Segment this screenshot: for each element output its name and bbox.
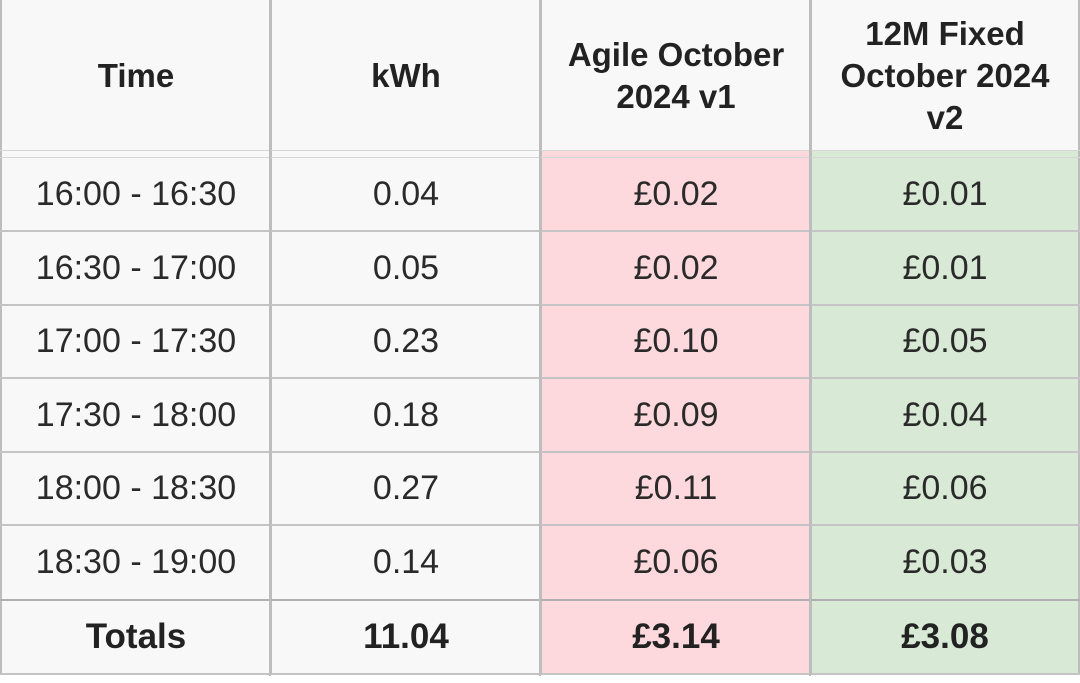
column-divider <box>539 0 541 676</box>
cell-time: 18:00 - 18:30 <box>35 469 237 507</box>
cell-time: 18:30 - 19:00 <box>35 543 237 581</box>
cell-time: 16:30 - 17:00 <box>35 248 237 287</box>
cell-fixed-cost: £0.06 <box>902 469 988 507</box>
cell-kwh: 0.14 <box>372 543 440 581</box>
cell-agile-cost: £0.10 <box>633 322 719 360</box>
totals-label: Totals <box>85 617 187 656</box>
cell-fixed-cost: £0.05 <box>902 322 988 360</box>
header-time: Time <box>0 0 270 151</box>
table-row-6-kwh: 0.14 <box>270 525 540 600</box>
table-row-3-fixed: £0.05 <box>810 305 1080 378</box>
cell-kwh: 0.23 <box>372 322 440 360</box>
cell-agile-cost: £0.02 <box>633 248 719 287</box>
table-row-5-kwh: 0.27 <box>270 452 540 525</box>
cell-kwh: 0.04 <box>372 175 440 213</box>
cell-agile-cost: £0.06 <box>633 543 719 581</box>
table-row-3-time: 17:00 - 17:30 <box>0 305 270 378</box>
table-row-1-time: 16:00 - 16:30 <box>0 158 270 231</box>
table-row-5-time: 18:00 - 18:30 <box>0 452 270 525</box>
table-row-1-agile: £0.02 <box>540 158 810 231</box>
table-row-2-kwh: 0.05 <box>270 231 540 305</box>
totals-agile-cost: £3.14 <box>632 617 720 656</box>
cell-time: 16:00 - 16:30 <box>35 175 237 213</box>
cell-agile-cost: £0.11 <box>634 469 718 507</box>
totals-kwh: 11.04 <box>363 617 449 656</box>
totals-kwh-cell: 11.04 <box>270 600 540 674</box>
column-divider <box>809 0 811 676</box>
header-spacer-kwh <box>270 151 540 158</box>
table-row-6-time: 18:30 - 19:00 <box>0 525 270 600</box>
table-row-1-fixed: £0.01 <box>810 158 1080 231</box>
header-spacer-time <box>0 151 270 158</box>
totals-agile-cell: £3.14 <box>540 600 810 674</box>
header-agile: Agile October 2024 v1 <box>540 0 810 151</box>
header-kwh-label: kWh <box>371 56 441 94</box>
table-row-4-agile: £0.09 <box>540 378 810 452</box>
table-row-6-fixed: £0.03 <box>810 525 1080 600</box>
cell-fixed-cost: £0.04 <box>902 395 988 434</box>
table-row-3-kwh: 0.23 <box>270 305 540 378</box>
table-row-4-time: 17:30 - 18:00 <box>0 378 270 452</box>
cell-time: 17:00 - 17:30 <box>35 322 237 360</box>
cell-fixed-cost: £0.01 <box>902 175 988 213</box>
table-row-3-agile: £0.10 <box>540 305 810 378</box>
table-row-4-fixed: £0.04 <box>810 378 1080 452</box>
table-row-2-fixed: £0.01 <box>810 231 1080 305</box>
header-fixed: 12M Fixed October 2024 v2 <box>810 0 1080 151</box>
cell-kwh: 0.27 <box>372 469 440 507</box>
cell-time: 17:30 - 18:00 <box>35 395 237 434</box>
header-fixed-label: 12M Fixed October 2024 v2 <box>840 14 1050 136</box>
table-row-1-kwh: 0.04 <box>270 158 540 231</box>
header-kwh: kWh <box>270 0 540 151</box>
table-row-2-time: 16:30 - 17:00 <box>0 231 270 305</box>
table-row-5-agile: £0.11 <box>540 452 810 525</box>
column-divider <box>269 0 271 676</box>
header-agile-label: Agile October 2024 v1 <box>567 35 785 115</box>
totals-fixed-cost: £3.08 <box>901 617 989 656</box>
cell-agile-cost: £0.09 <box>633 395 719 434</box>
cell-fixed-cost: £0.01 <box>902 248 988 287</box>
totals-fixed-cell: £3.08 <box>810 600 1080 674</box>
table-row-2-agile: £0.02 <box>540 231 810 305</box>
header-time-label: Time <box>97 56 175 94</box>
table-row-6-agile: £0.06 <box>540 525 810 600</box>
table-row-4-kwh: 0.18 <box>270 378 540 452</box>
cell-kwh: 0.18 <box>372 395 440 434</box>
totals-label-cell: Totals <box>0 600 270 674</box>
cell-fixed-cost: £0.03 <box>902 543 988 581</box>
cell-kwh: 0.05 <box>372 248 440 287</box>
header-spacer-fixed <box>810 151 1080 158</box>
header-spacer-agile <box>540 151 810 158</box>
table-row-5-fixed: £0.06 <box>810 452 1080 525</box>
cell-agile-cost: £0.02 <box>633 175 719 213</box>
